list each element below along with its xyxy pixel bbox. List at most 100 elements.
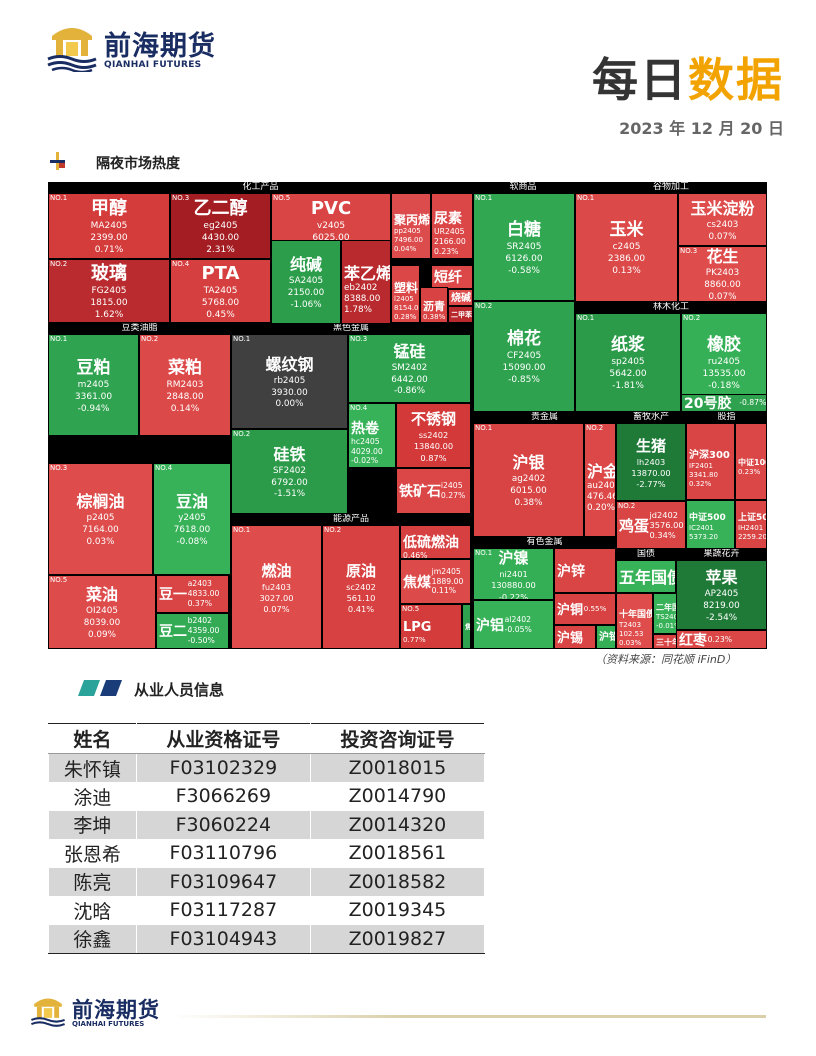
table-row: 朱怀镇 F03102329 Z0018015 <box>48 753 486 782</box>
contract-name: 沪银 <box>512 453 545 473</box>
contract-name: 花生 <box>706 247 739 267</box>
table-row: 涂迪 F3066269 Z0014790 <box>48 782 486 811</box>
treemap-tile: NO.1 沪银 ag2402 6015.00 0.38% <box>473 423 584 537</box>
rank-label: NO.1 <box>475 549 493 557</box>
treemap-tile: 苯乙烯 eb2402 8388.00 1.78% <box>341 240 391 324</box>
contract-price: 8154.00 <box>394 304 419 312</box>
qualification-no: F3060224 <box>135 810 311 839</box>
sector-label: 林木化工 <box>652 302 689 312</box>
contract-price: 2848.00 <box>166 391 204 402</box>
contract-code: c2405 <box>612 242 641 252</box>
treemap-tile: NO.4 豆油 y2405 7618.00 -0.08% <box>153 463 231 575</box>
rank-label: NO.2 <box>50 260 68 268</box>
treemap-tile: 焦煤 jm2405 1889.00 0.11% <box>400 559 471 604</box>
contract-name: 螺纹钢 <box>265 354 314 374</box>
contract-price: 5768.00 <box>201 298 240 308</box>
contract-code: jd2402 <box>649 509 679 520</box>
contract-price: 2259.20 <box>738 533 767 541</box>
treemap-tile: NO.4 PTA TA2405 5768.00 0.45% <box>170 259 271 323</box>
change-percent: 0.27% <box>440 491 466 500</box>
contract-name: 豆二 <box>159 624 187 640</box>
sector-label: 化工产品 <box>242 182 279 192</box>
contract-code: AP2405 <box>704 589 739 600</box>
change-percent: 1.62% <box>94 310 124 320</box>
sector-label: 谷物加工 <box>652 182 689 192</box>
rank-label: NO.1 <box>50 335 68 343</box>
contract-name: 20号胶 <box>684 396 732 412</box>
contract-code: IC2401 <box>689 524 714 532</box>
contract-name: 焦煤 <box>403 574 431 591</box>
staff-table: 姓名 从业资格证号 投资咨询证号 朱怀镇 F03102329 Z0018015 涂迪… <box>48 723 486 954</box>
contract-code: MA2405 <box>90 221 128 231</box>
change-percent: 0.28% <box>394 313 417 321</box>
contract-name: 沪锌 <box>557 563 585 580</box>
contract-price: 3341.80 <box>689 470 718 479</box>
rank-label: NO.5 <box>50 576 68 584</box>
treemap-tile: 纯碱 SA2405 2150.00 -1.06% <box>271 240 341 324</box>
change-percent: -0.05% <box>504 624 532 634</box>
treemap-tile: 低硫燃油 0.46% <box>400 525 471 559</box>
change-percent: 0.07% <box>708 291 737 302</box>
contract-price: 6442.00 <box>391 374 428 385</box>
treemap-tile: 铁矿石 i2405 0.27% <box>396 468 471 514</box>
contract-name: 苹果 <box>705 568 738 588</box>
change-percent: 0.03% <box>619 638 642 647</box>
treemap-tile: NO.2 棉花 CF2405 15090.00 -0.85% <box>473 301 575 412</box>
contract-name: 沪锡 <box>557 630 584 646</box>
staff-name: 沈晗 <box>48 896 137 925</box>
parallelogram-bars-icon <box>78 680 122 696</box>
table-header-row: 姓名 从业资格证号 投资咨询证号 <box>48 723 486 754</box>
change-percent: -2.54% <box>705 612 738 623</box>
sector-label: 畜牧水产 <box>632 412 669 422</box>
contract-price: 15090.00 <box>502 363 546 373</box>
change-percent: -0.58% <box>508 265 540 276</box>
contract-name: 上证50 <box>738 513 767 523</box>
change-percent: 0.14% <box>170 403 200 414</box>
sector-label: 能源产品 <box>332 514 369 524</box>
change-percent: 0.38% <box>514 497 543 508</box>
contract-code: IF2401 <box>689 461 713 470</box>
contract-price: 3361.00 <box>74 391 113 402</box>
consulting-no: Z0014320 <box>309 810 486 839</box>
contract-price: 2399.00 <box>90 233 128 243</box>
rank-label: NO.3 <box>172 194 190 202</box>
treemap-tile: NO.1 沪镍 ni2401 130880.00 -0.22% <box>473 548 554 600</box>
change-percent: 0.55% <box>583 604 607 614</box>
contract-code: v2405 <box>316 221 346 231</box>
contract-name: 乙二醇 <box>193 198 248 219</box>
treemap-tile: 中证10000.23% <box>735 423 767 500</box>
treemap-tile: NO.3 乙二醇 eg2405 4430.00 2.31% <box>170 193 271 259</box>
staff-name: 涂迪 <box>48 782 137 811</box>
contract-code: l2405 <box>394 295 414 303</box>
data-source-note: （资料来源：同花顺 iFinD） <box>595 653 737 666</box>
contract-name: 沥青 <box>423 299 445 313</box>
contract-name: 二年国债 <box>656 602 688 612</box>
contract-price: 2166.00 <box>434 237 466 246</box>
treemap-tile: 沪铝 al2402 -0.05% <box>473 600 554 649</box>
consulting-no: Z0019827 <box>309 924 486 954</box>
staff-name: 朱怀镇 <box>48 753 137 782</box>
company-logo: 前海期货 QIANHAI FUTURES <box>46 24 226 80</box>
treemap-tile: 短纤 <box>431 265 473 289</box>
rank-label: NO.5 <box>273 194 291 202</box>
brand-name-en: QIANHAI FUTURES <box>104 60 202 70</box>
rank-label: NO.3 <box>680 247 698 255</box>
change-percent: -1.81% <box>612 381 644 391</box>
change-percent: -0.50% <box>187 635 215 645</box>
contract-code: cs2403 <box>706 219 739 230</box>
sector-label: 黑色金属 <box>332 323 369 333</box>
contract-price: 1815.00 <box>90 298 128 308</box>
brand-name-cn: 前海期货 <box>104 31 216 62</box>
contract-price: 7164.00 <box>82 525 119 536</box>
treemap-tile: 沥青 0.38% <box>420 287 448 323</box>
table-row: 陈亮 F03109647 Z0018582 <box>48 867 486 896</box>
logo-mark-icon <box>47 28 97 72</box>
brand-name-cn: 前海期货 <box>72 998 160 1022</box>
contract-price: 6015.00 <box>510 486 547 497</box>
treemap-tile: NO.3 棕榈油 p2405 7164.00 0.03% <box>48 463 153 575</box>
treemap-tile: 二甲苯 <box>448 306 473 323</box>
rank-label: NO.2 <box>618 502 636 510</box>
contract-price: 3027.00 <box>259 592 294 603</box>
sector-label: 有色金属 <box>526 537 563 547</box>
